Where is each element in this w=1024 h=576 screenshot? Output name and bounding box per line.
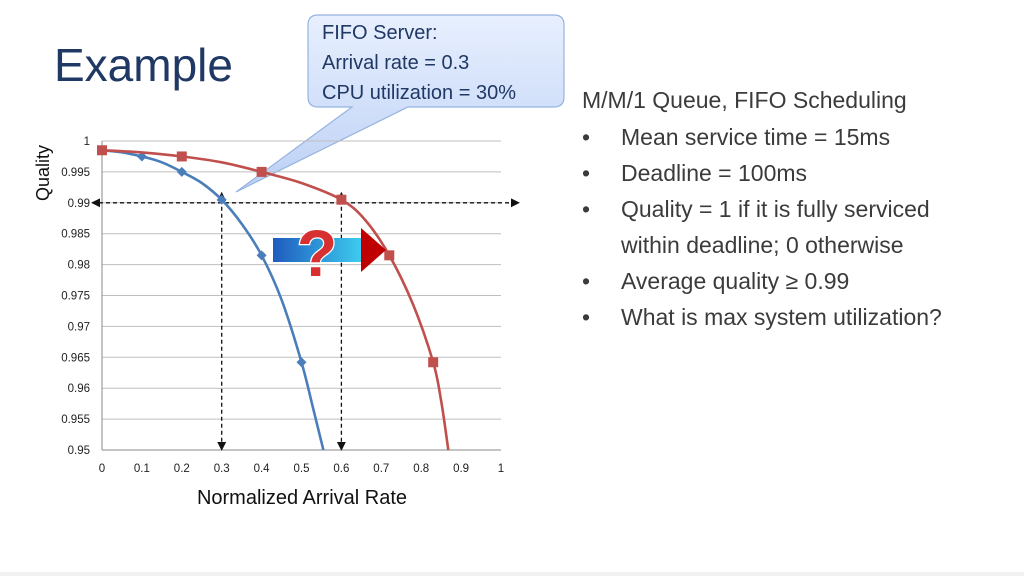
y-tick-label: 0.965 — [61, 352, 90, 364]
data-point — [176, 151, 187, 162]
x-tick-label: 0.5 — [294, 463, 310, 475]
callout-bubble — [235, 14, 565, 193]
data-point — [176, 166, 187, 177]
y-tick-label: 0.99 — [68, 198, 90, 210]
data-point — [428, 357, 439, 368]
series-line — [101, 149, 450, 451]
bullet-item: • Mean service time = 15ms — [582, 119, 942, 155]
bullet-heading: M/M/1 Queue, FIFO Scheduling — [582, 87, 907, 113]
y-tick-label: 0.95 — [68, 445, 90, 457]
bullet-text: What is max system utilization? — [621, 304, 942, 330]
y-tick-label: 0.955 — [61, 414, 90, 426]
y-axis-label: Quality — [33, 145, 53, 201]
x-tick-label: 0.4 — [254, 463, 271, 475]
x-tick-label: 0.6 — [333, 463, 349, 475]
data-point — [136, 151, 147, 162]
callout-line: FIFO Server: — [322, 22, 438, 44]
bullet-marker: • — [582, 304, 591, 330]
y-tick-label: 0.98 — [68, 260, 90, 272]
data-point — [296, 357, 307, 368]
bullet-item: • Average quality ≥ 0.99 — [582, 263, 942, 299]
bullet-list: M/M/1 Queue, FIFO Scheduling • Mean serv… — [582, 82, 942, 335]
x-tick-label: 0.7 — [373, 463, 389, 475]
callout-line: Arrival rate = 0.3 — [322, 52, 470, 74]
bullet-text: Quality = 1 if it is fully serviced — [621, 196, 930, 222]
data-point — [336, 194, 347, 205]
question-arrow-head — [361, 228, 386, 272]
x-tick-label: 0.1 — [134, 463, 150, 475]
question-arrow-body — [273, 238, 365, 262]
x-tick-label: 0.9 — [453, 463, 469, 475]
bullet-item: • What is max system utilization? — [582, 299, 942, 335]
bullet-item: • Quality = 1 if it is fully serviced wi… — [582, 191, 942, 263]
data-point — [256, 250, 267, 261]
callout-text: FIFO Server: Arrival rate = 0.3 CPU util… — [322, 18, 516, 108]
y-tick-label: 0.97 — [68, 321, 90, 333]
data-point — [216, 194, 227, 205]
y-tick-label: 0.985 — [61, 229, 90, 241]
x-tick-label: 0.8 — [413, 463, 429, 475]
bullet-marker: • — [582, 268, 591, 294]
y-tick-label: 0.96 — [68, 383, 90, 395]
series-line — [101, 149, 325, 451]
bullet-item: • Deadline = 100ms — [582, 155, 942, 191]
data-point — [97, 145, 107, 156]
slide-title: Example — [54, 39, 233, 91]
x-axis-label: Normalized Arrival Rate — [197, 487, 407, 509]
x-tick-label: 1 — [498, 463, 504, 475]
x-tick-label: 0.2 — [174, 463, 190, 475]
question-mark-icon: ? — [297, 216, 337, 290]
series-2 — [97, 145, 450, 451]
data-point — [256, 166, 267, 177]
bullet-marker: • — [582, 196, 591, 222]
bullet-marker: • — [582, 160, 591, 186]
bullet-text: Mean service time = 15ms — [621, 124, 891, 150]
bullet-text: Average quality ≥ 0.99 — [621, 268, 850, 294]
bullet-text: within deadline; 0 otherwise — [621, 232, 904, 258]
y-tick-label: 1 — [84, 136, 90, 148]
series-1 — [97, 145, 325, 451]
question-arrow: ? — [273, 215, 386, 291]
x-tick-label: 0 — [99, 463, 105, 475]
x-tick-label: 0.3 — [214, 463, 230, 475]
y-tick-label: 0.975 — [61, 291, 90, 303]
bullet-marker: • — [582, 124, 591, 150]
slide-footer-bar — [0, 572, 1024, 576]
callout-line: CPU utilization = 30% — [322, 82, 516, 104]
y-tick-label: 0.995 — [61, 167, 90, 179]
bullet-text: Deadline = 100ms — [621, 160, 808, 186]
data-point — [384, 250, 395, 261]
